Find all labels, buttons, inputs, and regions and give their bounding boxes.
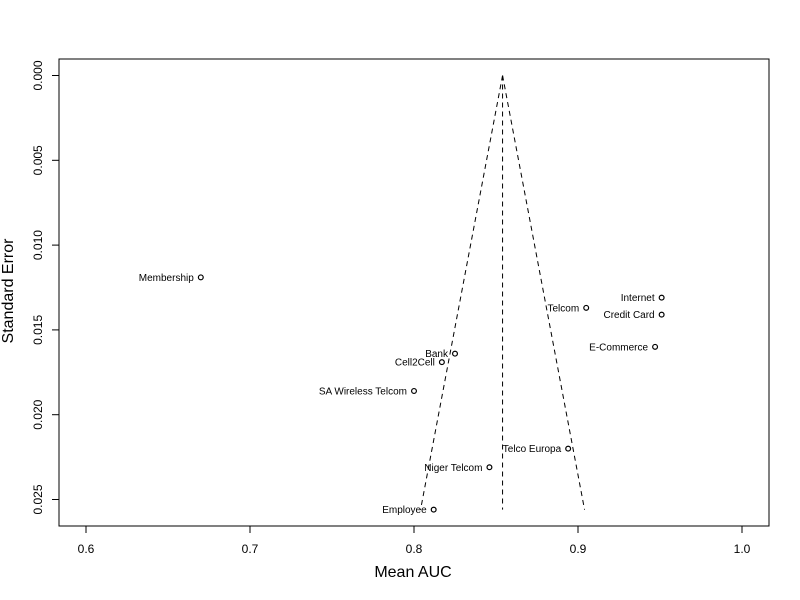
data-point [583,304,590,311]
x-tick-label: 0.8 [406,542,423,556]
x-axis: 0.6 0.7 0.8 0.9 1.0 [78,526,751,556]
funnel-right-line [502,75,586,510]
data-point [452,350,459,357]
data-point [658,294,665,301]
data-point [565,445,572,452]
x-tick-label: 0.6 [78,542,95,556]
plot-area [58,58,770,527]
x-tick-label: 1.0 [734,542,751,556]
y-tick-label: 0.010 [31,230,45,260]
data-point-label: Credit Card [603,310,654,321]
funnel-lines [420,75,586,510]
data-point-label: Telco Europa [503,444,562,455]
funnel-left-line [420,75,504,510]
plot-frame [58,58,770,527]
data-point-label: Internet [621,293,655,304]
x-tick-label: 0.9 [570,542,587,556]
data-point [438,359,445,366]
data-point [430,506,437,513]
y-axis-title: Standard Error [0,238,17,344]
data-point-label: Employee [382,505,427,516]
data-point [411,387,418,394]
data-point-label: Bank [425,349,449,360]
x-axis-title: Mean AUC [374,564,451,581]
data-point-label: E-Commerce [589,342,648,353]
y-tick-label: 0.005 [31,145,45,175]
data-point [652,343,659,350]
data-point-label: Niger Telcom [424,463,482,474]
data-point-label: Membership [139,273,194,284]
data-point-label: Telcom [548,303,580,314]
x-tick-label: 0.7 [242,542,259,556]
data-point [486,464,493,471]
data-point-label: Cell2Cell [395,358,435,369]
y-tick-label: 0.025 [31,484,45,514]
data-points: Membership Internet Telcom Credit Card E-Com… [139,273,665,516]
data-point [658,311,665,318]
y-tick-label: 0.000 [31,60,45,90]
data-point [197,274,204,281]
y-tick-label: 0.020 [31,399,45,429]
y-tick-label: 0.015 [31,315,45,345]
data-point-label: SA Wireless Telcom [319,386,407,397]
y-axis: 0.000 0.005 0.010 0.015 0.020 0.025 [31,60,59,515]
